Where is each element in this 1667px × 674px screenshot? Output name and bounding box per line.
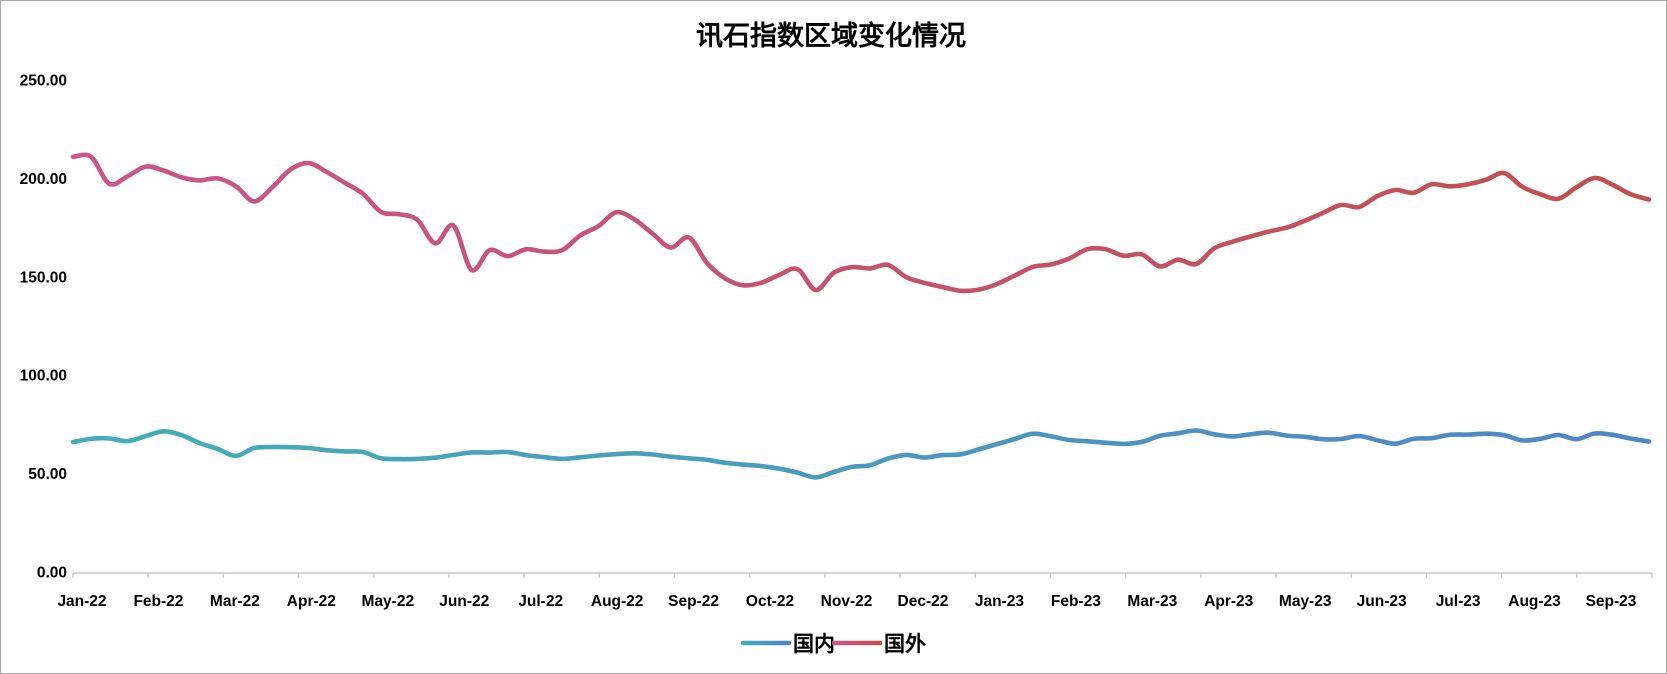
series-lines <box>70 152 1652 480</box>
x-axis-month-label: Nov-22 <box>821 593 873 610</box>
legend-label-foreign: 国外 <box>884 631 926 656</box>
x-axis-month-label: Jul-23 <box>1436 593 1481 610</box>
y-axis-tick-label: 100.00 <box>20 368 67 385</box>
x-axis-month-label: Sep-23 <box>1586 593 1637 610</box>
x-axis-month-label: May-22 <box>362 593 415 610</box>
x-axis-month-label: Jan-23 <box>975 593 1024 610</box>
x-axis-month-label: Feb-22 <box>133 593 183 610</box>
x-axis-month-label: Jun-22 <box>439 593 489 610</box>
x-axis-month-label: Jun-23 <box>1357 593 1407 610</box>
x-axis-month-label: Mar-23 <box>1127 593 1177 610</box>
legend-label-domestic: 国内 <box>793 631 835 656</box>
x-axis-month-label: Mar-22 <box>210 593 260 610</box>
x-axis-month-label: Apr-23 <box>1204 593 1253 610</box>
x-axis-month-label: Jul-22 <box>518 593 563 610</box>
x-axis-month-label: Oct-22 <box>746 593 794 610</box>
y-axis-tick-label: 200.00 <box>20 171 67 188</box>
x-axis-month-label: Jan-22 <box>57 593 106 610</box>
foreign-line <box>70 152 1652 294</box>
x-axis-month-label: Dec-22 <box>898 593 949 610</box>
domestic-line <box>70 428 1652 480</box>
x-axis-month-label: May-23 <box>1279 593 1332 610</box>
y-axis-tick-label: 0.00 <box>37 565 67 582</box>
x-axis-month-label: Aug-23 <box>1508 593 1561 610</box>
y-axis-tick-label: 150.00 <box>20 269 67 286</box>
y-axis-tick-label: 250.00 <box>20 73 67 90</box>
legend: 国内 国外 <box>740 631 926 656</box>
x-axis-month-label: Aug-22 <box>591 593 644 610</box>
x-axis-month-label: Apr-22 <box>287 593 336 610</box>
y-axis-labels: 250.00 200.00 150.00 100.00 50.00 0.00 <box>20 73 67 582</box>
x-axis: Jan-22 Feb-22 Mar-22 Apr-22 May-22 Jun-22 Jul-… <box>57 572 1653 610</box>
y-axis-tick-label: 50.00 <box>28 466 67 483</box>
x-axis-month-label: Feb-23 <box>1051 593 1101 610</box>
chart-title: 讯石指数区域变化情况 <box>696 20 966 52</box>
x-axis-month-label: Sep-22 <box>668 593 719 610</box>
